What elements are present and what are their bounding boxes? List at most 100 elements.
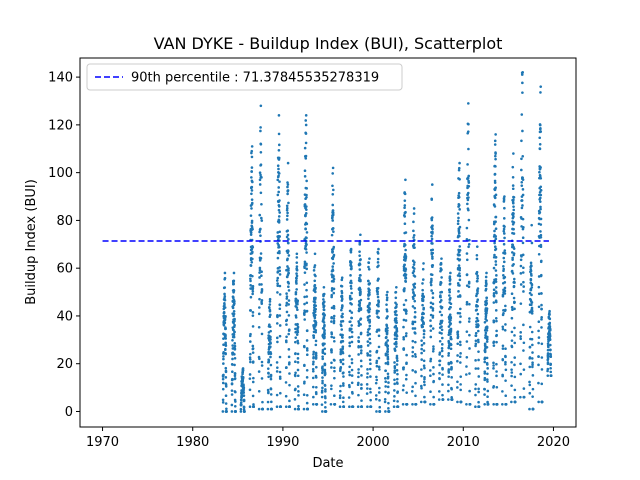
- scatter-point: [287, 303, 291, 306]
- scatter-point: [249, 233, 253, 236]
- scatter-point: [495, 274, 498, 277]
- scatter-point: [493, 196, 497, 200]
- scatter-point: [277, 208, 281, 212]
- scatter-point: [275, 405, 279, 408]
- scatter-point: [394, 296, 398, 300]
- scatter-point: [449, 343, 453, 347]
- scatter-point: [239, 401, 243, 404]
- scatter-point: [502, 217, 506, 220]
- scatter-point: [431, 309, 435, 312]
- scatter-point: [539, 196, 542, 200]
- scatter-point: [360, 399, 363, 402]
- scatter-point: [359, 290, 362, 294]
- scatter-point: [368, 324, 372, 328]
- scatter-point: [441, 393, 444, 397]
- scatter-point: [537, 305, 541, 309]
- scatter-point: [378, 405, 382, 409]
- scatter-point: [528, 345, 532, 349]
- x-tick-label: 1990: [266, 435, 299, 450]
- scatter-point: [305, 179, 308, 183]
- scatter-point: [421, 325, 425, 329]
- scatter-point: [540, 259, 543, 263]
- scatter-point: [494, 235, 497, 238]
- scatter-point: [395, 313, 398, 317]
- scatter-point: [233, 404, 237, 408]
- scatter-point: [503, 232, 506, 235]
- scatter-point: [251, 290, 255, 293]
- scatter-point: [287, 237, 290, 241]
- scatter-point: [377, 356, 381, 360]
- scatter-point: [393, 389, 396, 392]
- scatter-point: [368, 387, 372, 391]
- scatter-point: [279, 405, 283, 408]
- scatter-point: [249, 279, 252, 283]
- scatter-point: [339, 358, 342, 362]
- scatter-point: [441, 383, 444, 386]
- scatter-point: [466, 163, 469, 166]
- scatter-point: [519, 264, 523, 268]
- scatter-point: [295, 265, 299, 268]
- scatter-point: [431, 327, 435, 330]
- scatter-point: [278, 266, 281, 269]
- scatter-point: [341, 362, 345, 366]
- scatter-point: [477, 405, 481, 408]
- scatter-point: [512, 205, 515, 208]
- scatter-point: [259, 227, 262, 231]
- scatter-point: [357, 353, 360, 356]
- scatter-point: [304, 157, 308, 160]
- scatter-point: [429, 319, 432, 322]
- scatter-point: [405, 373, 408, 377]
- scatter-point: [393, 366, 397, 370]
- scatter-point: [468, 403, 472, 406]
- scatter-point: [331, 211, 335, 215]
- scatter-point: [458, 340, 462, 344]
- scatter-point: [420, 374, 423, 378]
- scatter-point: [431, 230, 434, 234]
- scatter-point: [537, 363, 540, 367]
- scatter-point: [275, 322, 279, 325]
- scatter-point: [332, 291, 336, 295]
- scatter-point: [330, 387, 333, 391]
- scatter-point: [420, 358, 423, 361]
- scatter-point: [233, 363, 236, 367]
- scatter-point: [503, 252, 507, 255]
- scatter-point: [249, 277, 252, 281]
- scatter-point: [548, 348, 552, 352]
- scatter-point: [494, 269, 498, 272]
- scatter-point: [530, 274, 533, 277]
- scatter-point: [287, 355, 291, 359]
- scatter-point: [312, 353, 315, 356]
- scatter-point: [511, 201, 515, 205]
- scatter-point: [486, 403, 490, 406]
- scatter-point: [231, 357, 234, 361]
- scatter-point: [297, 407, 300, 411]
- scatter-point: [384, 410, 387, 413]
- scatter-point: [394, 316, 398, 320]
- scatter-point: [242, 384, 245, 387]
- scatter-point: [511, 187, 515, 191]
- scatter-point: [358, 250, 361, 253]
- scatter-point: [259, 142, 263, 146]
- scatter-point: [250, 149, 254, 153]
- scatter-point: [367, 310, 371, 314]
- x-axis: 1970 1980 1990 2000 2010 2020: [86, 427, 570, 450]
- scatter-point: [248, 405, 252, 408]
- scatter-point: [538, 147, 542, 151]
- scatter-point: [495, 340, 498, 344]
- scatter-point: [347, 396, 351, 399]
- scatter-point: [340, 285, 344, 288]
- scatter-point: [528, 407, 531, 411]
- scatter-point: [529, 288, 533, 292]
- scatter-point: [512, 152, 515, 155]
- scatter-point: [402, 325, 405, 329]
- scatter-point: [223, 295, 227, 298]
- scatter-point: [338, 394, 342, 397]
- scatter-point: [447, 346, 451, 350]
- scatter-point: [440, 343, 444, 346]
- scatter-point: [449, 332, 452, 336]
- scatter-point: [476, 312, 480, 316]
- scatter-point: [342, 405, 346, 408]
- scatter-point: [239, 410, 243, 413]
- scatter-point: [422, 359, 426, 363]
